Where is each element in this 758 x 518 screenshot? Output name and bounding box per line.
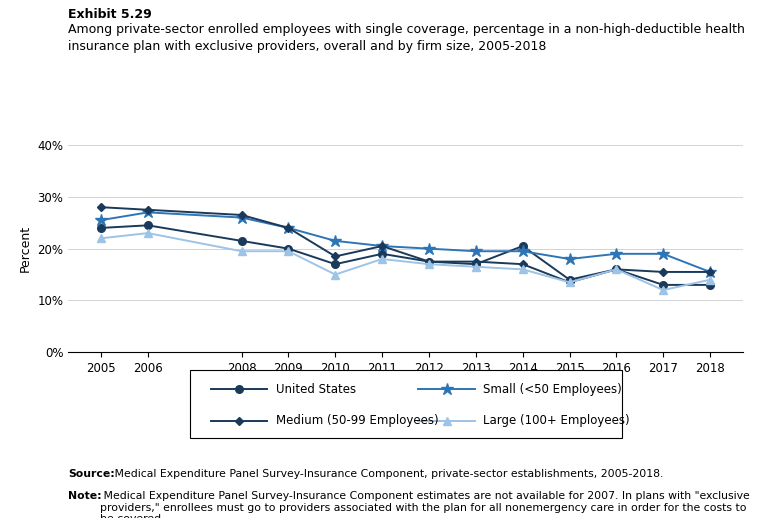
Text: Note:: Note: bbox=[68, 491, 102, 501]
Text: Medical Expenditure Panel Survey-Insurance Component estimates are not available: Medical Expenditure Panel Survey-Insuran… bbox=[100, 491, 750, 518]
Text: Small (<50 Employees): Small (<50 Employees) bbox=[484, 383, 622, 396]
Y-axis label: Percent: Percent bbox=[19, 225, 32, 272]
Text: United States: United States bbox=[276, 383, 356, 396]
Text: Source:: Source: bbox=[68, 469, 115, 479]
Text: Medium (50-99 Employees): Medium (50-99 Employees) bbox=[276, 414, 439, 427]
Text: Exhibit 5.29: Exhibit 5.29 bbox=[68, 8, 152, 21]
Text: Among private-sector enrolled employees with single coverage, percentage in a no: Among private-sector enrolled employees … bbox=[68, 23, 745, 53]
Text: Medical Expenditure Panel Survey-Insurance Component, private-sector establishme: Medical Expenditure Panel Survey-Insuran… bbox=[111, 469, 664, 479]
Text: Large (100+ Employees): Large (100+ Employees) bbox=[484, 414, 630, 427]
